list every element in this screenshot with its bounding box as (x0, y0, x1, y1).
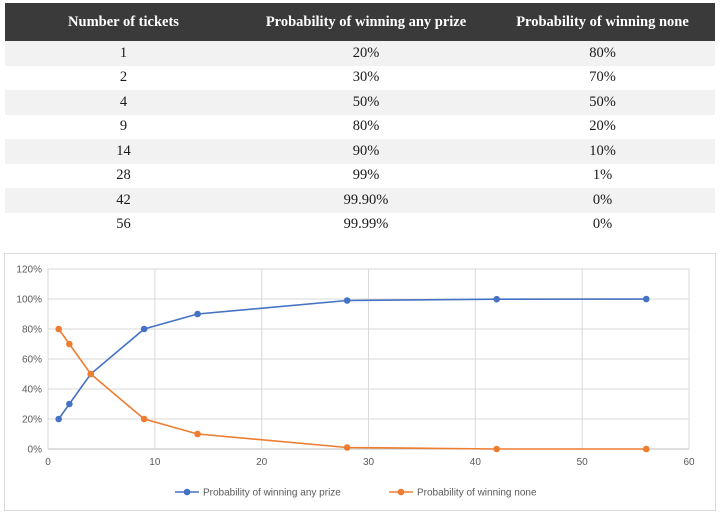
table-cell: 10% (490, 139, 715, 164)
data-point (140, 415, 148, 423)
table-row: 14 90% 10% (5, 139, 715, 164)
data-point (642, 295, 650, 303)
data-point (55, 415, 62, 423)
y-tick-label: 60% (22, 355, 42, 366)
legend-entry: Probability of winning none (417, 488, 537, 499)
table-cell: 14 (5, 139, 242, 164)
data-point (493, 445, 501, 453)
table-row: 4 50% 50% (5, 90, 715, 115)
data-point (66, 340, 73, 348)
table-row: 1 20% 80% (5, 41, 715, 66)
table-cell: 1% (490, 163, 715, 188)
data-point (66, 400, 73, 408)
data-point (140, 325, 148, 333)
table-cell: 80% (242, 114, 490, 139)
y-tick-label: 20% (22, 415, 42, 426)
line-chart: 0% 20% 40% 60% 80% 100% 120% 0 10 20 30 40 50 60 Proba… (4, 253, 716, 511)
table-cell: 28 (5, 163, 242, 188)
table-cell: 4 (5, 90, 242, 115)
table-cell: 56 (5, 212, 242, 237)
table-cell: 20% (242, 41, 490, 66)
data-point (642, 445, 650, 453)
x-tick-label: 10 (149, 457, 161, 468)
x-tick-label: 40 (470, 457, 482, 468)
table-cell: 90% (242, 139, 490, 164)
y-tick-label: 120% (16, 265, 42, 276)
table-cell: 2 (5, 65, 242, 90)
data-point (194, 310, 201, 318)
data-point (493, 295, 501, 303)
table-body: 1 20% 80% 2 30% 70% 4 50% 50% 9 80% 20% 14 90% 10% 28 99… (5, 41, 715, 237)
x-tick-label: 50 (577, 457, 589, 468)
table-cell: 99.90% (242, 188, 490, 213)
x-tick-label: 0 (45, 457, 51, 468)
y-tick-label: 100% (16, 295, 42, 306)
table-cell: 80% (490, 41, 715, 66)
x-tick-label: 20 (256, 457, 268, 468)
x-tick-label: 60 (683, 457, 695, 468)
table-cell: 42 (5, 188, 242, 213)
series-line-0 (58, 298, 647, 420)
table-row: 28 99% 1% (5, 163, 715, 188)
table-cell: 99% (242, 163, 490, 188)
probability-table: Number of tickets Probability of winning… (5, 3, 715, 237)
table-cell: 50% (490, 90, 715, 115)
data-point (343, 297, 351, 304)
data-point (343, 444, 351, 451)
data-point (55, 325, 62, 333)
header-probability-any-prize: Probability of winning any prize (242, 3, 490, 41)
x-tick-label: 30 (363, 457, 375, 468)
y-tick-label: 80% (22, 325, 42, 336)
legend-entry: Probability of winning any prize (203, 488, 341, 499)
table-cell: 70% (490, 65, 715, 90)
y-tick-label: 40% (22, 385, 42, 396)
header-number-of-tickets: Number of tickets (5, 3, 242, 41)
table-row: 42 99.90% 0% (5, 188, 715, 213)
table-row: 56 99.99% 0% (5, 212, 715, 237)
table-cell: 50% (242, 90, 490, 115)
legend-marker (397, 488, 405, 496)
data-point (194, 430, 201, 438)
legend-marker (183, 488, 191, 496)
table-row: 9 80% 20% (5, 114, 715, 139)
table-header-row: Number of tickets Probability of winning… (5, 3, 715, 41)
table-row: 2 30% 70% (5, 65, 715, 90)
chart-svg: 0% 20% 40% 60% 80% 100% 120% 0 10 20 30 40 50 60 Proba… (16, 265, 695, 499)
table-cell: 30% (242, 65, 490, 90)
y-tick-label: 0% (28, 445, 43, 456)
table-cell: 0% (490, 188, 715, 213)
table-cell: 1 (5, 41, 242, 66)
table-cell: 0% (490, 212, 715, 237)
table-cell: 20% (490, 114, 715, 139)
header-probability-none: Probability of winning none (490, 3, 715, 41)
table-cell: 99.99% (242, 212, 490, 237)
series-line-1 (58, 328, 647, 450)
table-cell: 9 (5, 114, 242, 139)
data-point (87, 370, 95, 378)
